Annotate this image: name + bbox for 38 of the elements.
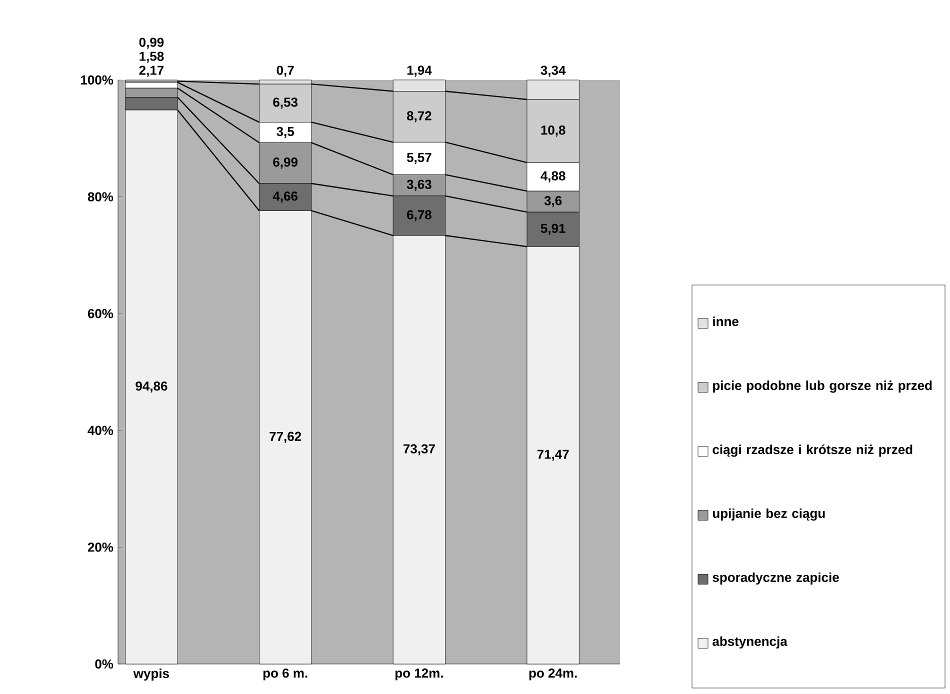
data-label: 3,34 — [540, 66, 566, 77]
legend-label: sporadyczne zapicie — [712, 572, 839, 585]
data-label: 0,7 — [276, 66, 294, 77]
x-tick-label: po 6 m. — [263, 668, 308, 680]
data-label: 94,86 — [136, 381, 168, 393]
y-tick-label: 100% — [81, 75, 114, 85]
x-tick-label: po 12m. — [396, 668, 443, 680]
y-tick-label: 80% — [88, 192, 114, 202]
legend-label: picie podobne lub gorsze niż przed — [713, 380, 932, 393]
x-tick-label: po 24m. — [529, 668, 577, 680]
data-label: 73,37 — [404, 444, 435, 456]
data-label: 3,5 — [276, 126, 294, 138]
data-label: 4,66 — [272, 192, 298, 203]
data-label: 5,91 — [540, 224, 566, 235]
data-label: 0,99 — [139, 38, 164, 49]
legend-label: inne — [713, 316, 738, 326]
data-label: 6,78 — [407, 210, 432, 222]
data-label: 1,94 — [407, 66, 432, 77]
data-label: 77,62 — [270, 432, 302, 443]
data-label: 6,53 — [273, 98, 298, 109]
data-label: 6,99 — [273, 158, 298, 169]
data-label: 8,72 — [406, 111, 432, 122]
data-label: 71,47 — [537, 450, 569, 461]
data-label: 2,17 — [139, 66, 164, 77]
legend-label: ciągi rzadsze i krótsze niż przed — [712, 444, 912, 457]
y-tick-label: 20% — [88, 542, 114, 552]
data-label: 5,57 — [406, 152, 432, 164]
legend-label: upijanie bez ciągu — [713, 508, 825, 521]
y-tick-label: 40% — [88, 426, 114, 435]
data-label: 1,58 — [140, 52, 164, 63]
legend-label: abstynencja — [712, 636, 788, 649]
data-label: 4,88 — [540, 171, 566, 182]
data-label: 10,8 — [541, 125, 566, 137]
y-tick-label: 0% — [95, 659, 114, 669]
data-label: 3,63 — [406, 180, 432, 191]
data-label: 3,6 — [544, 196, 562, 208]
x-tick-label: wypis — [133, 668, 170, 681]
y-tick-label: 60% — [88, 308, 114, 318]
